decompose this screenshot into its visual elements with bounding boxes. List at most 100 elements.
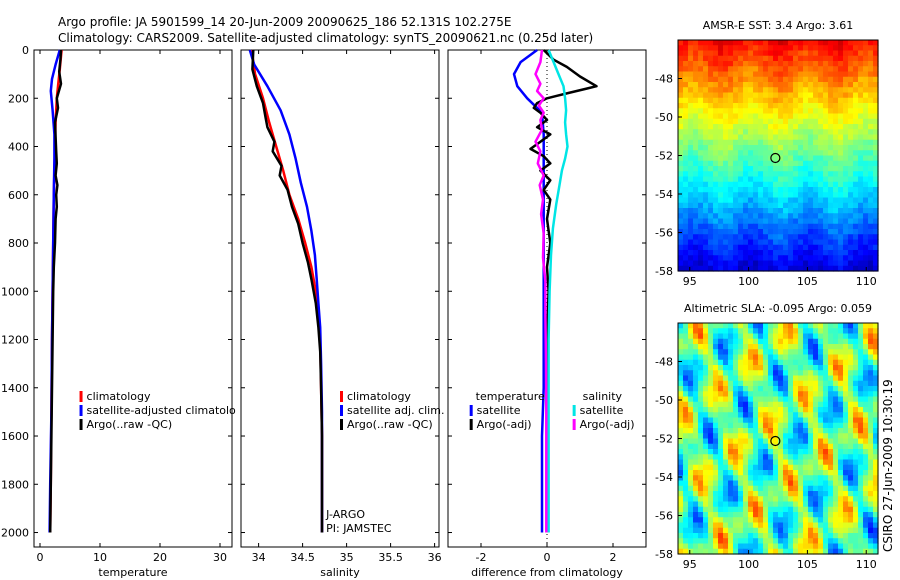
- heatmap-cell: [778, 454, 784, 461]
- heatmap-cell: [823, 176, 829, 183]
- heatmap-cell: [683, 475, 689, 482]
- heatmap-cell: [728, 407, 734, 413]
- heatmap-cell: [688, 55, 694, 62]
- heatmap-cell: [738, 517, 744, 524]
- heatmap-cell: [743, 103, 749, 109]
- heatmap-cell: [788, 260, 794, 267]
- heatmap-cell: [708, 349, 714, 356]
- heatmap-cell: [843, 139, 849, 146]
- heatmap-cell: [868, 333, 874, 340]
- heatmap-cell: [683, 485, 689, 492]
- heatmap-cell: [798, 443, 804, 450]
- heatmap-cell: [823, 433, 829, 440]
- heatmap-cell: [733, 527, 739, 534]
- heatmap-cell: [733, 213, 739, 220]
- heatmap-cell: [698, 171, 704, 178]
- heatmap-cell: [813, 145, 819, 151]
- heatmap-cell: [738, 61, 744, 67]
- heatmap-cell: [858, 407, 864, 413]
- heatmap-cell: [758, 407, 764, 413]
- heatmap-cell: [843, 438, 849, 445]
- heatmap-cell: [873, 422, 879, 429]
- heatmap-cell: [838, 171, 844, 178]
- heatmap-cell: [678, 181, 684, 188]
- heatmap-cell: [703, 187, 709, 193]
- heatmap-cell: [748, 181, 754, 188]
- heatmap-cell: [848, 522, 854, 529]
- heatmap-cell: [763, 150, 769, 157]
- heatmap-cell: [713, 464, 719, 471]
- heatmap-cell: [853, 533, 859, 539]
- heatmap-cell: [688, 433, 694, 440]
- heatmap-cell: [733, 548, 739, 555]
- heatmap-cell: [793, 87, 799, 94]
- heatmap-cell: [763, 470, 769, 476]
- heatmap-cell: [733, 401, 739, 408]
- heatmap-cell: [713, 202, 719, 209]
- heatmap-cell: [728, 145, 734, 151]
- heatmap-cell: [703, 202, 709, 209]
- heatmap-cell: [713, 475, 719, 482]
- heatmap-cell: [838, 475, 844, 482]
- heatmap-cell: [778, 66, 784, 73]
- heatmap-cell: [803, 506, 809, 513]
- heatmap-cell: [763, 265, 769, 272]
- heatmap-cell: [738, 401, 744, 408]
- heatmap-cell: [808, 527, 814, 534]
- heatmap-cell: [748, 255, 754, 262]
- heatmap-cell: [743, 66, 749, 73]
- heatmap-cell: [858, 134, 864, 141]
- heatmap-cell: [863, 181, 869, 188]
- heatmap-cell: [723, 323, 729, 329]
- heatmap-cell: [848, 118, 854, 125]
- heatmap-cell: [818, 76, 824, 83]
- heatmap-cell: [868, 543, 874, 550]
- heatmap-cell: [768, 76, 774, 83]
- heatmap-cell: [858, 438, 864, 445]
- heatmap-cell: [748, 239, 754, 246]
- heatmap-cell: [873, 344, 879, 350]
- heatmap-cell: [718, 401, 724, 408]
- heatmap-cell: [788, 155, 794, 162]
- heatmap-cell: [718, 527, 724, 534]
- heatmap-cell: [763, 543, 769, 550]
- heatmap-cell: [873, 433, 879, 440]
- heatmap-cell: [813, 328, 819, 335]
- heatmap-cell: [788, 333, 794, 340]
- heatmap-cell: [733, 187, 739, 193]
- heatmap-cell: [758, 150, 764, 157]
- heatmap-cell: [818, 202, 824, 209]
- heatmap-cell: [813, 239, 819, 246]
- heatmap-cell: [848, 328, 854, 335]
- heatmap-cell: [868, 92, 874, 99]
- heatmap-cell: [873, 338, 879, 345]
- heatmap-cell: [703, 260, 709, 267]
- heatmap-cell: [873, 459, 879, 466]
- heatmap-cell: [783, 181, 789, 188]
- heatmap-cell: [773, 506, 779, 513]
- heatmap-cell: [823, 438, 829, 445]
- heatmap-cell: [738, 422, 744, 429]
- heatmap-cell: [698, 328, 704, 335]
- heatmap-cell: [683, 401, 689, 408]
- heatmap-cell: [818, 328, 824, 335]
- heatmap-cell: [853, 124, 859, 130]
- heatmap-cell: [798, 386, 804, 392]
- heatmap-cell: [813, 543, 819, 550]
- heatmap-cell: [743, 61, 749, 67]
- heatmap-cell: [818, 396, 824, 403]
- heatmap-cell: [778, 223, 784, 230]
- heatmap-cell: [803, 417, 809, 424]
- heatmap-cell: [708, 66, 714, 73]
- heatmap-cell: [743, 496, 749, 503]
- heatmap-cell: [848, 202, 854, 209]
- heatmap-cell: [728, 223, 734, 230]
- heatmap-cell: [693, 506, 699, 513]
- heatmap-cell: [763, 129, 769, 136]
- heatmap-cell: [858, 250, 864, 256]
- heatmap-cell: [748, 124, 754, 130]
- heatmap-cell: [793, 464, 799, 471]
- heatmap-cell: [818, 92, 824, 99]
- heatmap-cell: [793, 449, 799, 455]
